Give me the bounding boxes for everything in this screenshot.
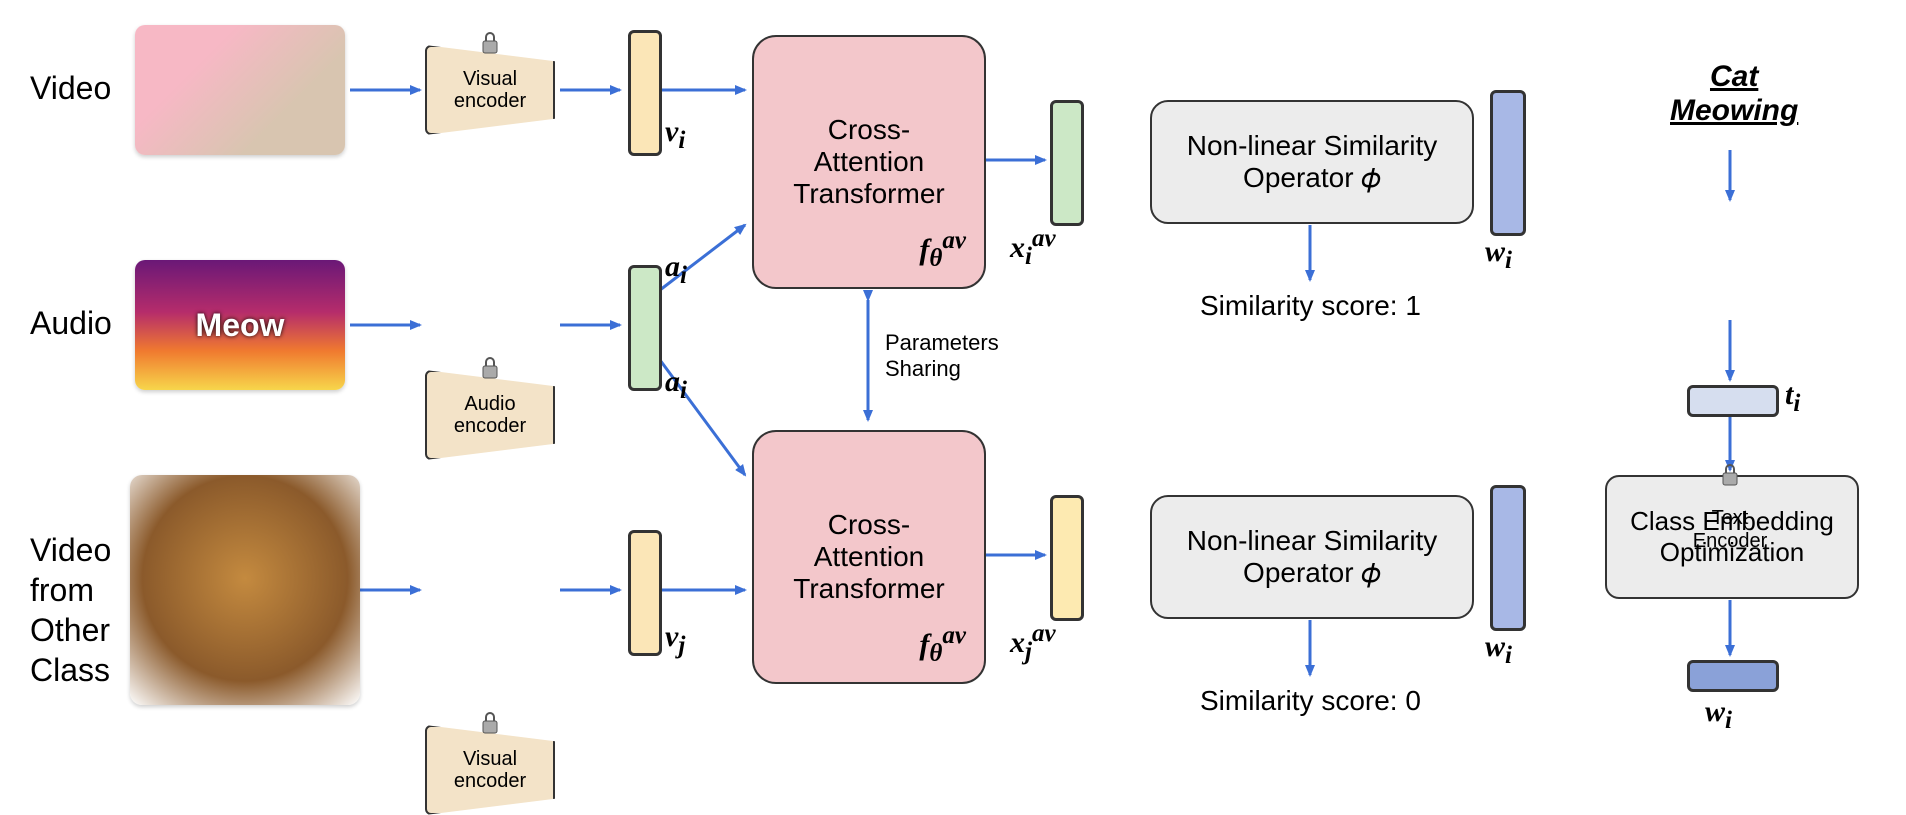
symbol-vi: vi — [665, 115, 685, 155]
feature-bar-wi-bot — [1490, 485, 1526, 631]
video-input-image — [135, 25, 345, 155]
cross-attn-top: Cross- Attention Transformer fθav — [752, 35, 986, 289]
cross-attn-bot-label: Cross- Attention Transformer — [793, 509, 944, 605]
sim-op-top: Non-linear Similarity Operator 𝜙 — [1150, 100, 1474, 224]
symbol-xi: xiav — [1010, 225, 1056, 271]
feature-bar-wi-right — [1687, 660, 1779, 692]
lock-icon — [479, 356, 501, 380]
symbol-ai-top: ai — [665, 250, 687, 290]
feature-bar-wi-top — [1490, 90, 1526, 236]
cross-attn-bot: Cross- Attention Transformer fθav — [752, 430, 986, 684]
label-video-other: Video from Other Class — [30, 530, 111, 690]
symbol-ti: ti — [1785, 378, 1800, 418]
sim-score-0: Similarity score: 0 — [1200, 685, 1421, 717]
audio-meow-text: Meow — [196, 307, 285, 344]
text-encoder-label: Text Encoder — [1693, 507, 1768, 553]
symbol-ftheta-top: fθav — [919, 227, 966, 273]
lock-icon — [479, 711, 501, 735]
feature-bar-xi — [1050, 100, 1084, 226]
feature-bar-xj — [1050, 495, 1084, 621]
symbol-ftheta-bot: fθav — [919, 622, 966, 668]
params-sharing-label: Parameters Sharing — [885, 330, 999, 382]
symbol-wi-top: wi — [1485, 235, 1512, 275]
feature-bar-ai — [628, 265, 662, 391]
symbol-xj: xjav — [1010, 620, 1056, 666]
sim-op-bot: Non-linear Similarity Operator 𝜙 — [1150, 495, 1474, 619]
audio-input-image: Meow — [135, 260, 345, 390]
symbol-wi-bot: wi — [1485, 630, 1512, 670]
label-video: Video — [30, 70, 111, 107]
visual-encoder-1: Visual encoder — [425, 45, 555, 135]
audio-encoder: Audio encoder — [425, 370, 555, 460]
feature-bar-vj — [628, 530, 662, 656]
audio-encoder-label: Audio encoder — [454, 393, 526, 437]
visual-encoder-2: Visual encoder — [425, 725, 555, 815]
feature-bar-ti — [1687, 385, 1779, 417]
video-other-input-image — [130, 475, 360, 705]
cat-meowing-text: Cat Meowing — [1670, 60, 1798, 128]
lock-icon — [479, 31, 501, 55]
feature-bar-vi — [628, 30, 662, 156]
cross-attn-top-label: Cross- Attention Transformer — [793, 114, 944, 210]
symbol-wi-right: wi — [1705, 695, 1732, 735]
symbol-vj: vj — [665, 620, 685, 660]
visual-encoder-label: Visual encoder — [454, 68, 526, 112]
label-audio: Audio — [30, 305, 112, 342]
visual-encoder-2-label: Visual encoder — [454, 748, 526, 792]
symbol-ai-bot: ai — [665, 365, 687, 405]
lock-icon — [1719, 463, 1741, 487]
sim-score-1: Similarity score: 1 — [1200, 290, 1421, 322]
